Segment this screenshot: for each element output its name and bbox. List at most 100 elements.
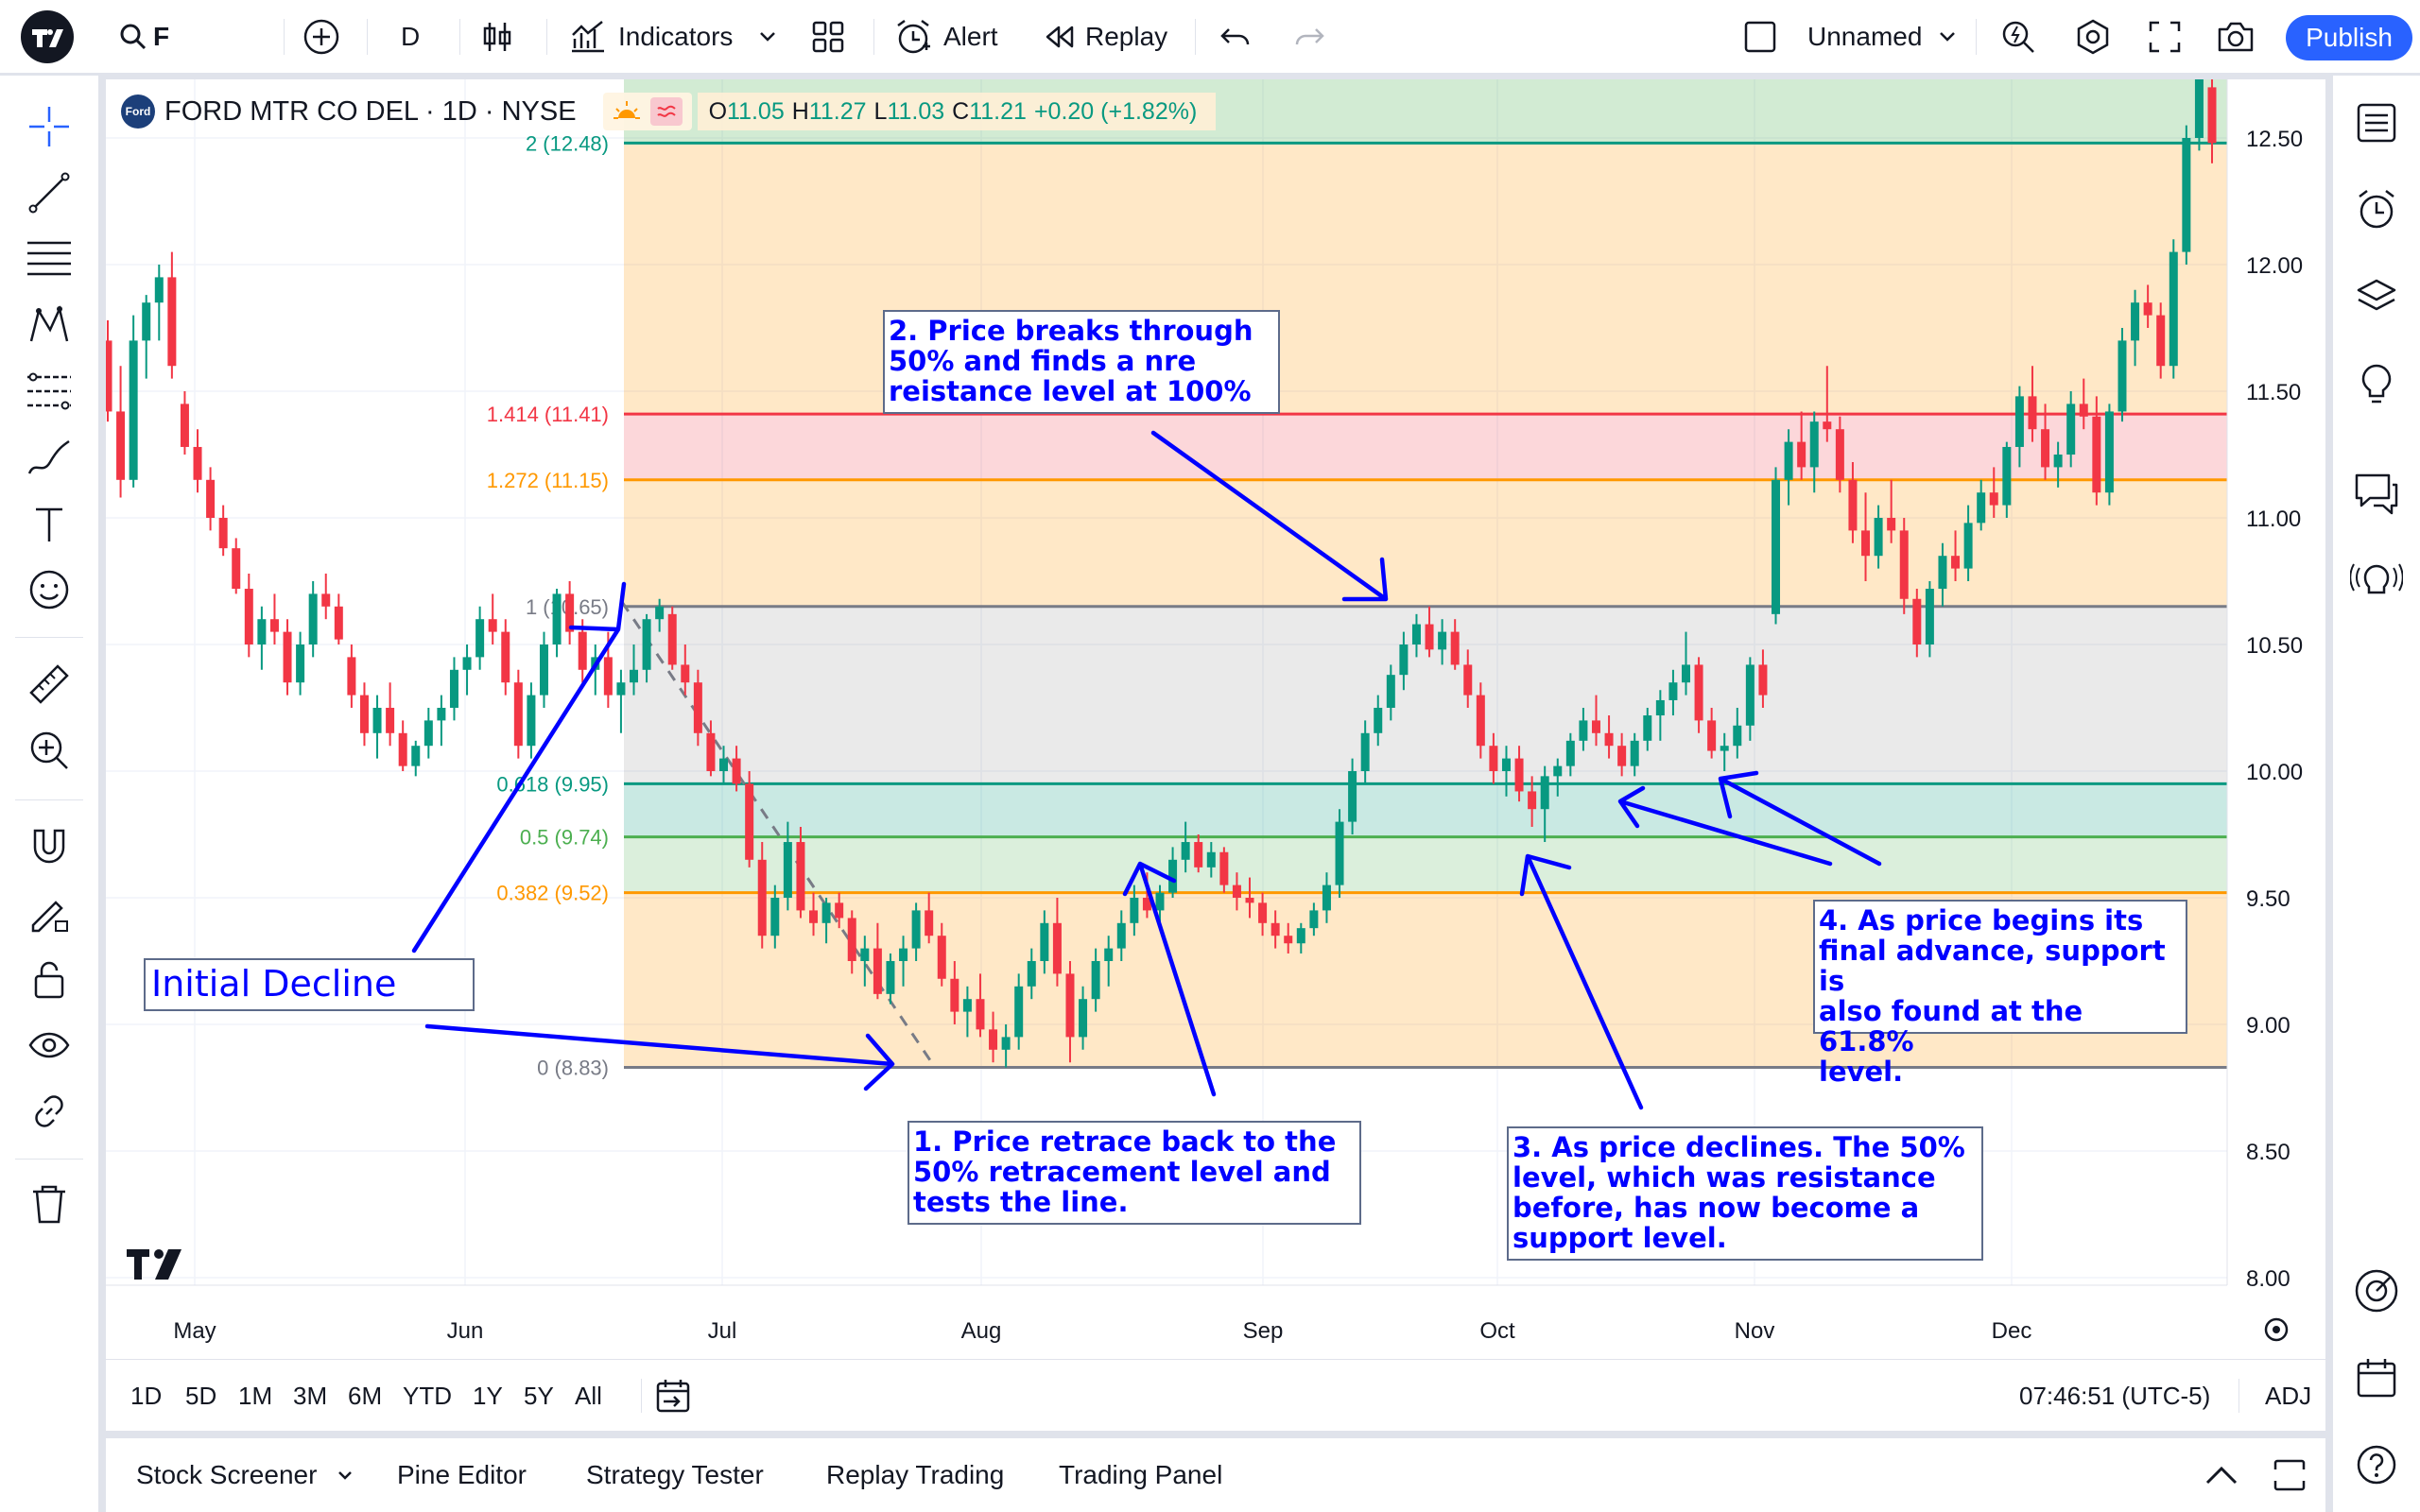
fullscreen-button[interactable]: [2148, 0, 2182, 74]
fib-bands: [624, 79, 2227, 1068]
candle: [2092, 396, 2101, 506]
tf-ytd[interactable]: YTD: [403, 1381, 452, 1410]
collapse-panel-button[interactable]: [2204, 1438, 2238, 1512]
lock-drawing-tool[interactable]: [21, 885, 78, 941]
object-tree-button[interactable]: [2348, 268, 2405, 325]
candle: [1925, 581, 1934, 658]
emoji-tool[interactable]: [21, 561, 78, 618]
candle: [1296, 922, 1305, 954]
templates-button[interactable]: [811, 0, 845, 74]
candle: [1258, 892, 1268, 936]
candle: [308, 581, 318, 658]
candle: [1040, 910, 1049, 974]
timeframe-bar: 1D 5D 1M 3M 6M YTD 1Y 5Y All 07:46:51 (U…: [106, 1359, 2325, 1431]
brush-tool[interactable]: [21, 429, 78, 486]
goto-date-button[interactable]: [654, 1360, 692, 1432]
chart-legend[interactable]: Ford FORD MTR CO DEL · 1D · NYSE O11.05 …: [121, 91, 1217, 132]
clock-display[interactable]: 07:46:51 (UTC-5): [2019, 1381, 2211, 1410]
calendar-button[interactable]: [2348, 1349, 2405, 1406]
pattern-tool[interactable]: [21, 297, 78, 353]
tf-5d[interactable]: 5D: [185, 1381, 217, 1410]
magnet-tool[interactable]: [21, 818, 78, 875]
undo-button[interactable]: [1219, 0, 1252, 74]
trend-line-tool[interactable]: [21, 164, 78, 221]
candle: [1848, 462, 1858, 543]
tab-pine-editor[interactable]: Pine Editor: [397, 1460, 527, 1489]
candle: [2104, 404, 2114, 506]
text-tool[interactable]: [21, 495, 78, 552]
help-button[interactable]: [2348, 1436, 2405, 1493]
candle: [2118, 328, 2127, 422]
symbol-title[interactable]: FORD MTR CO DEL · 1D · NYSE: [164, 95, 577, 127]
price-axis[interactable]: 12.50 12.00 11.50 11.00 10.50 10.00 9.50 9.00 8.…: [2246, 127, 2303, 1292]
note-3[interactable]: 3. As price declines. The 50% level, whi…: [1507, 1126, 1983, 1261]
candle: [1450, 619, 1460, 670]
tf-5y[interactable]: 5Y: [524, 1381, 554, 1410]
tab-replay-trading[interactable]: Replay Trading: [826, 1460, 1005, 1489]
alerts-button[interactable]: [2348, 181, 2405, 238]
tf-1d[interactable]: 1D: [130, 1381, 163, 1410]
lock-all-tool[interactable]: [21, 951, 78, 1007]
price-tick-label: 12.00: [2246, 253, 2303, 279]
candle: [2041, 404, 2050, 480]
market-status-chip[interactable]: [602, 93, 692, 130]
chart-panel[interactable]: 2 (12.48) 1.414 (11.41) 1.272 (11.15) 1 (10…: [106, 79, 2325, 1431]
tf-all[interactable]: All: [575, 1381, 602, 1410]
screener-panel-button[interactable]: [2348, 1263, 2405, 1319]
settings-button[interactable]: [2074, 0, 2112, 74]
axis-settings-icon[interactable]: [2264, 1317, 2289, 1342]
crosshair-tool[interactable]: [21, 98, 78, 155]
tf-1y[interactable]: 1Y: [473, 1381, 503, 1410]
symbol-search[interactable]: F: [119, 0, 169, 74]
candle: [539, 631, 548, 708]
tf-1m[interactable]: 1M: [238, 1381, 273, 1410]
snapshot-button[interactable]: [2216, 0, 2256, 74]
measure-tool[interactable]: [21, 656, 78, 713]
time-axis[interactable]: May Jun Jul Aug Sep Oct Nov Dec: [173, 1318, 2031, 1344]
tf-3m[interactable]: 3M: [293, 1381, 328, 1410]
annotations[interactable]: [411, 430, 1882, 1110]
note-initial-decline[interactable]: Initial Decline: [144, 958, 475, 1011]
remove-drawings-tool[interactable]: [21, 1176, 78, 1232]
tab-trading-panel[interactable]: Trading Panel: [1059, 1460, 1223, 1489]
candle: [1797, 411, 1806, 480]
candle: [1245, 877, 1254, 919]
zoom-tool[interactable]: [21, 722, 78, 779]
note-4[interactable]: 4. As price begins its final advance, su…: [1813, 900, 2187, 1087]
fib-tool[interactable]: [21, 231, 78, 287]
ideas-button[interactable]: [2348, 355, 2405, 412]
indicators-button[interactable]: Indicators: [569, 0, 776, 74]
chats-button[interactable]: [2348, 465, 2405, 522]
low-label: L: [873, 97, 888, 125]
publish-button[interactable]: Publish: [2286, 15, 2412, 60]
note-2[interactable]: 2. Price breaks through 50% and finds a …: [883, 310, 1280, 414]
fib-trend-line[interactable]: [620, 601, 936, 1067]
interval-button[interactable]: D: [401, 0, 420, 74]
hide-drawings-tool[interactable]: [21, 1017, 78, 1074]
redo-button[interactable]: [1293, 0, 1325, 74]
streams-button[interactable]: [2348, 552, 2405, 609]
note-4-line-1: 4. As price begins its: [1819, 904, 2144, 936]
layout-button[interactable]: Unnamed: [1743, 0, 1956, 74]
tab-stock-screener[interactable]: Stock Screener: [136, 1438, 353, 1512]
watchlist-button[interactable]: [2348, 94, 2405, 151]
price-chart[interactable]: 2 (12.48)1.414 (11.41)1.272 (11.15)1 (10…: [106, 79, 2325, 1359]
tab-strategy-tester[interactable]: Strategy Tester: [586, 1460, 764, 1489]
compare-button[interactable]: [302, 0, 340, 74]
candle: [1270, 910, 1280, 949]
candle: [1951, 530, 1961, 581]
calendar-icon: [2357, 1359, 2396, 1398]
tf-6m[interactable]: 6M: [348, 1381, 383, 1410]
chart-type-button[interactable]: [480, 0, 514, 74]
quick-search-button[interactable]: [2000, 0, 2036, 74]
maximize-panel-button[interactable]: [2273, 1438, 2307, 1512]
replay-button[interactable]: Replay: [1044, 0, 1167, 74]
link-tool[interactable]: [21, 1083, 78, 1140]
candle: [2169, 239, 2178, 379]
candle: [1899, 518, 1909, 614]
alert-button[interactable]: Alert: [894, 0, 998, 74]
adj-toggle[interactable]: ADJ: [2265, 1381, 2312, 1410]
tradingview-logo[interactable]: [21, 0, 74, 74]
note-1[interactable]: 1. Price retrace back to the 50% retrace…: [908, 1121, 1361, 1225]
forecast-tool[interactable]: [21, 363, 78, 420]
